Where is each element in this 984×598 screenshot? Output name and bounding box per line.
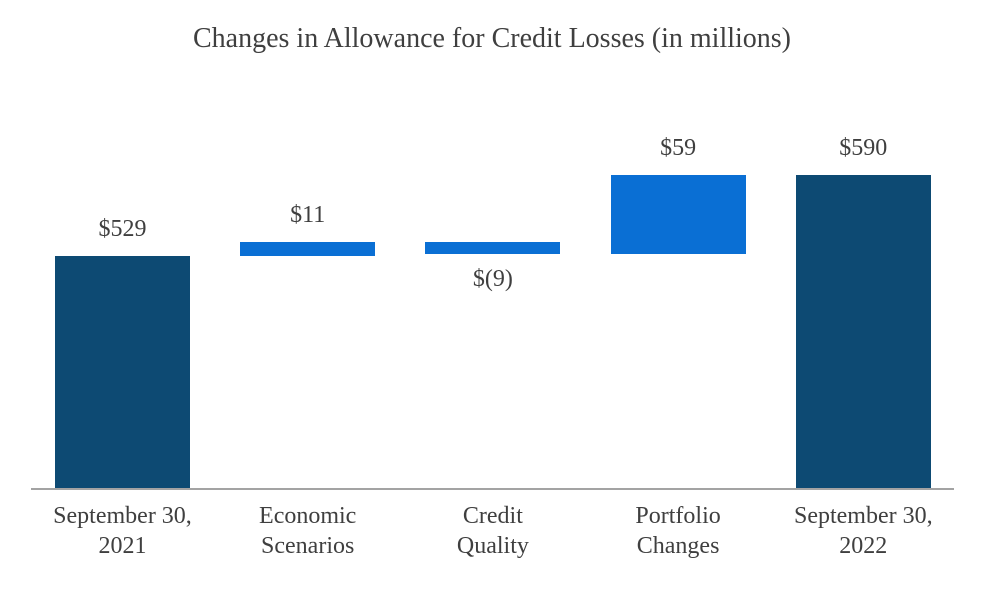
x-axis-label-line: September 30, [53, 503, 192, 529]
bar-value-label-4: $590 [839, 135, 888, 162]
x-axis-label-line: 2021 [98, 533, 147, 559]
x-axis-label-1: Economic Scenarios [215, 501, 401, 561]
bar-value-label-3: $59 [660, 135, 697, 162]
x-axis-label-0: September 30, 2021 [30, 501, 216, 561]
x-axis-line [31, 488, 954, 490]
x-axis-label-line: Scenarios [261, 533, 355, 559]
waterfall-bar-4 [795, 175, 931, 489]
bar-value-label-0: $529 [98, 216, 147, 243]
x-axis-label-line: Credit [462, 503, 523, 529]
waterfall-bar-0 [55, 256, 190, 489]
x-axis-label-3: Portfolio Changes [585, 501, 771, 561]
waterfall-bar-1 [240, 241, 376, 257]
x-axis-label-2: Credit Quality [400, 501, 586, 561]
bar-value-label-2: $(9) [472, 265, 513, 292]
x-axis-label-line: September 30, [793, 503, 933, 529]
waterfall-bar-3 [610, 175, 746, 254]
x-axis-label-line: Economic [259, 503, 357, 529]
waterfall-bar-2 [425, 241, 561, 254]
chart-title: Changes in Allowance for Credit Losses (… [192, 23, 792, 54]
x-axis-label-line: 2022 [839, 533, 888, 559]
x-axis-label-line: Portfolio [635, 503, 721, 529]
x-axis-label-line: Quality [456, 533, 529, 559]
x-axis-label-line: Changes [636, 533, 720, 559]
bar-value-label-1: $11 [290, 201, 326, 228]
x-axis-label-4: September 30, 2022 [770, 501, 956, 561]
